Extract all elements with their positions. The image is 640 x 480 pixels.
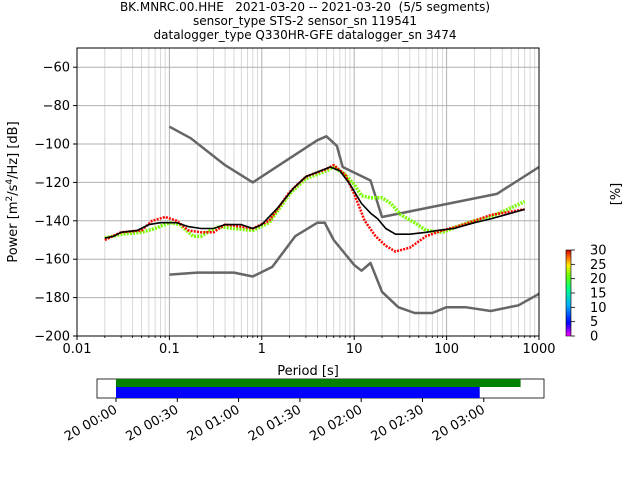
series-layer [104,125,539,315]
timeline-tick-label: 20 01:30 [246,402,304,444]
colorbar-tick-label: 30 [590,244,607,259]
y-tick-label: −100 [34,138,70,153]
x-tick-label: 1 [258,342,266,357]
axes: 0.01 0.1 1 10 100 1000 −60 −80 −100 −120 −140 −160 −… [34,61,555,357]
timeline-blue-bar [116,387,480,398]
timeline: 20 00:00 20 00:30 20 01:00 20 01:30 20 02:00… [62,379,521,445]
colorbar-tick-label: 10 [590,301,607,316]
timeline-tick-label: 20 03:00 [430,402,488,444]
timeline-tick-label: 20 00:00 [62,402,120,444]
mode-line [104,166,525,239]
x-tick-label: 0.01 [63,342,92,357]
x-tick-label: 0.1 [159,342,180,357]
colorbar [565,249,572,337]
grid [76,48,539,337]
x-axis-label: Period [s] [277,364,339,379]
x-tick-label: 100 [434,342,459,357]
x-tick-label: 1000 [522,342,555,357]
y-tick-label: −200 [34,330,70,345]
title-line-datalogger: datalogger_type Q330HR-GFE datalogger_sn… [153,28,457,42]
colorbar-label: [%] [609,183,624,206]
colorbar-tick-label: 25 [590,258,607,273]
y-tick-label: −140 [34,214,70,229]
y-tick-label: −120 [34,176,70,191]
timeline-tick-label: 20 02:00 [307,402,365,444]
y-tick-label: −160 [34,253,70,268]
y-axis-label: Power [m2/s4/Hz] [dB] [5,121,21,262]
timeline-tick-label: 20 02:30 [369,402,427,444]
density-high-band [104,163,525,253]
colorbar-tick-label: 0 [590,330,598,345]
density-low-band [104,165,526,240]
colorbar-tick-label: 5 [590,315,598,330]
colorbar-tick-label: 15 [590,287,607,302]
y-tick-label: −60 [43,61,70,76]
title-line-station: BK.MNRC.00.HHE 2021-03-20 -- 2021-03-20 … [119,0,491,14]
plot-frame [76,47,540,337]
timeline-green-bar [116,379,521,387]
y-tick-label: −80 [43,99,70,114]
timeline-tick-label: 20 01:00 [185,402,243,444]
y-tick-label: −180 [34,291,70,306]
title-line-sensor: sensor_type STS-2 sensor_sn 119541 [193,14,417,28]
noise-model-low-line [169,221,539,315]
colorbar-tick-label: 20 [590,272,607,287]
timeline-tick-label: 20 00:30 [123,402,181,444]
x-tick-label: 10 [346,342,363,357]
